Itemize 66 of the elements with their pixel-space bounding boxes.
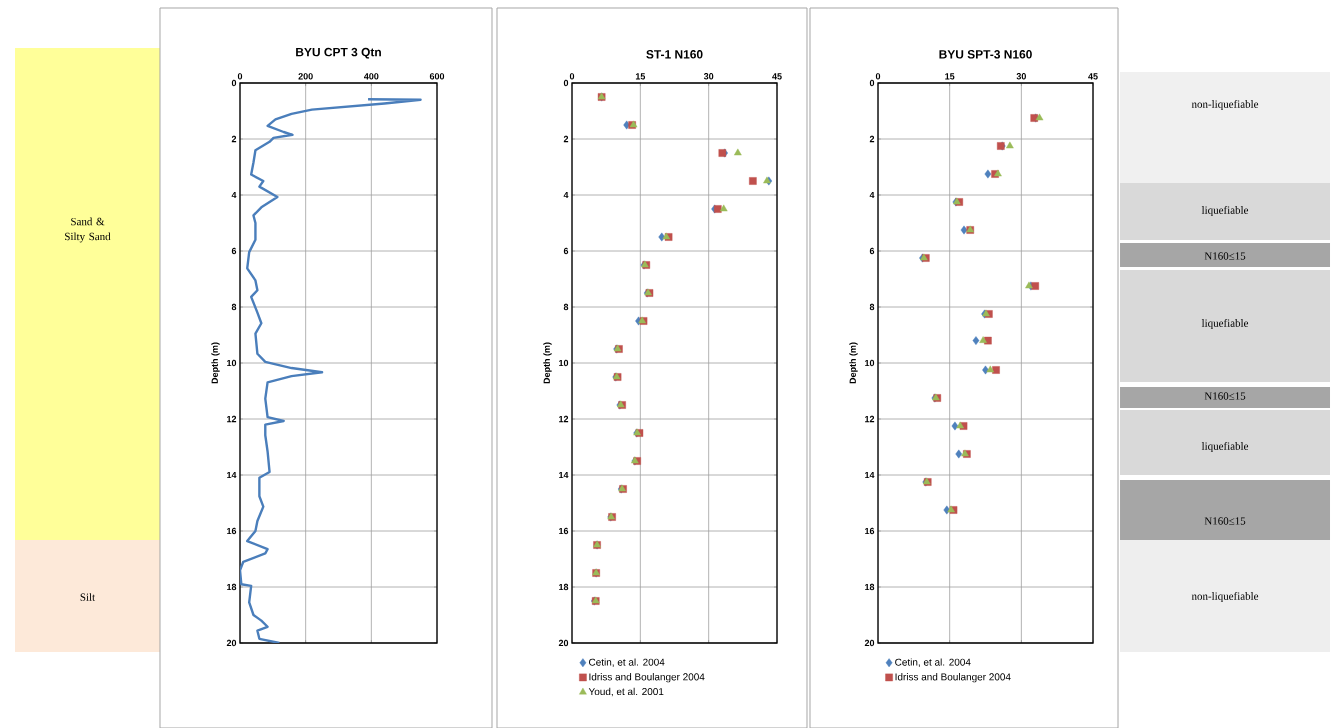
y-tick-label: 12: [865, 415, 875, 423]
y-tick-label: 18: [559, 583, 569, 591]
y-tick-label: 2: [563, 135, 569, 143]
y-tick-label: 6: [231, 247, 237, 255]
y-tick-label: 2: [231, 135, 237, 143]
legend-label: Idriss and Boulanger 2004: [589, 673, 705, 683]
chart-title: BYU SPT-3 N160: [939, 50, 1032, 59]
y-tick-label: 16: [865, 527, 875, 535]
y-tick-label: 10: [559, 359, 569, 367]
x-tick-label: 30: [703, 73, 714, 80]
x-tick-label: 400: [364, 73, 379, 80]
y-tick-label: 4: [563, 191, 569, 199]
y-tick-label: 20: [558, 639, 569, 647]
text: Silt: [80, 593, 96, 601]
x-tick-label: 600: [429, 73, 445, 80]
y-axis-title: Depth (m): [211, 342, 220, 384]
text: non-liquefiable: [1191, 591, 1259, 603]
chart-title: BYU CPT 3 Qtn: [296, 47, 381, 59]
y-tick-label: 18: [865, 583, 875, 591]
legend-label: Cetin, et al. 2004: [895, 658, 971, 667]
legend-label: Youd, et al. 2001: [588, 687, 664, 697]
legend-label: Idriss and Boulanger 2004: [895, 673, 1011, 683]
x-tick-label: 15: [945, 73, 955, 80]
text: liquefiable: [1201, 205, 1249, 217]
y-tick-label: 8: [563, 303, 569, 311]
text: Sand & Silty Sand: [65, 217, 111, 243]
y-tick-label: 0: [231, 79, 237, 87]
text: N160≤15: [1204, 252, 1246, 260]
y-tick-label: 14: [227, 471, 237, 479]
legend-label: Cetin, et al. 2004: [589, 658, 665, 667]
y-tick-label: 12: [559, 415, 569, 423]
y-tick-label: 8: [869, 303, 875, 311]
y-tick-label: 12: [227, 415, 237, 423]
y-tick-label: 14: [559, 471, 569, 479]
x-tick-label: 45: [772, 73, 782, 80]
y-tick-label: 20: [226, 639, 237, 647]
y-tick-label: 16: [227, 527, 237, 535]
text: N160≤15: [1204, 517, 1246, 525]
text: non-liquefiable: [1191, 99, 1259, 111]
x-tick-label: 200: [298, 73, 313, 80]
y-axis-title: Depth (m): [543, 342, 552, 384]
x-tick-label: 15: [635, 73, 646, 80]
y-tick-label: 20: [864, 639, 875, 647]
y-tick-label: 6: [869, 247, 875, 255]
text: N160≤15: [1204, 392, 1246, 400]
y-tick-label: 14: [865, 471, 875, 479]
y-tick-label: 6: [563, 247, 569, 255]
y-tick-label: 10: [865, 359, 875, 367]
x-tick-label: 0: [875, 73, 881, 80]
x-tick-label: 45: [1088, 73, 1098, 80]
y-tick-label: 4: [231, 191, 237, 199]
y-tick-label: 18: [227, 583, 237, 591]
y-tick-label: 0: [563, 79, 569, 87]
x-tick-label: 0: [569, 73, 575, 80]
y-tick-label: 4: [869, 191, 875, 199]
y-tick-label: 0: [869, 79, 875, 87]
x-tick-label: 0: [237, 73, 243, 80]
x-tick-label: 30: [1016, 73, 1026, 80]
y-tick-label: 16: [559, 527, 569, 535]
y-tick-label: 8: [231, 303, 237, 311]
y-axis-title: Depth (m): [849, 342, 858, 384]
y-tick-label: 10: [227, 359, 237, 367]
chart-title: ST-1 N160: [646, 50, 703, 59]
text: liquefiable: [1201, 441, 1249, 453]
y-tick-label: 2: [869, 135, 875, 143]
text: liquefiable: [1201, 318, 1249, 330]
